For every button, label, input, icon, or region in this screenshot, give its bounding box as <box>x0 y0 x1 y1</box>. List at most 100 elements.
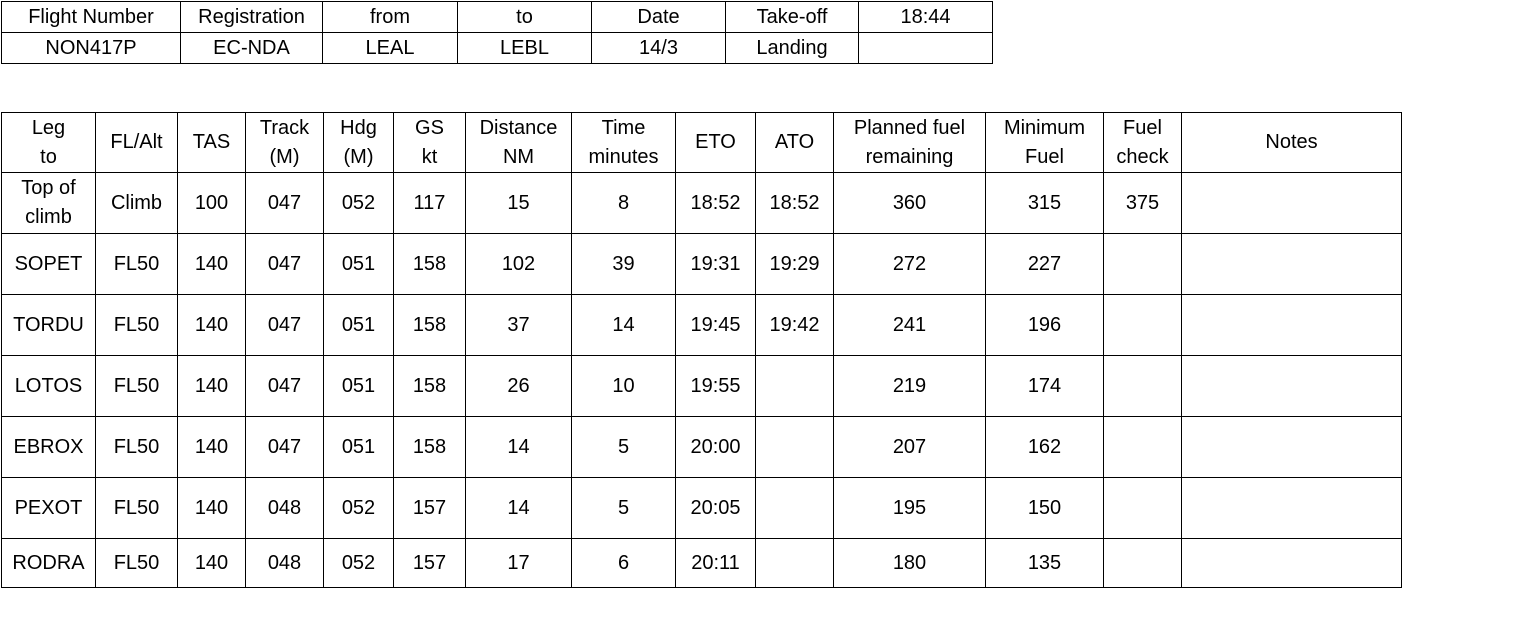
landing-time-value[interactable] <box>858 32 993 64</box>
header-gs: GS kt <box>393 112 466 173</box>
gs-cell: 158 <box>393 233 466 295</box>
notes-cell[interactable] <box>1181 233 1402 295</box>
notes-cell[interactable] <box>1181 355 1402 417</box>
track-cell: 048 <box>245 538 324 588</box>
distance-cell: 17 <box>465 538 572 588</box>
header-fl-alt: FL/Alt <box>95 112 178 173</box>
notes-cell[interactable] <box>1181 416 1402 478</box>
minimum-fuel-cell: 135 <box>985 538 1104 588</box>
fuel-check-cell[interactable] <box>1103 233 1182 295</box>
leg-cell: RODRA <box>1 538 96 588</box>
distance-cell: 37 <box>465 294 572 356</box>
nav-log-header-row: Leg to FL/Alt TAS Track (M) Hdg (M) GS kt Di… <box>1 112 1402 173</box>
date-value[interactable]: 14/3 <box>591 32 726 64</box>
fuel-check-cell[interactable]: 375 <box>1103 172 1182 234</box>
eto-cell: 20:05 <box>675 477 756 539</box>
leg-cell: LOTOS <box>1 355 96 417</box>
ato-cell[interactable] <box>755 416 834 478</box>
gs-cell: 157 <box>393 477 466 539</box>
to-value[interactable]: LEBL <box>457 32 592 64</box>
leg-cell: SOPET <box>1 233 96 295</box>
minimum-fuel-cell: 227 <box>985 233 1104 295</box>
planned-fuel-cell: 272 <box>833 233 986 295</box>
distance-cell: 26 <box>465 355 572 417</box>
hdg-cell: 051 <box>323 294 394 356</box>
time-cell: 14 <box>571 294 676 356</box>
tas-cell: 140 <box>177 294 246 356</box>
nav-log-table: Leg to FL/Alt TAS Track (M) Hdg (M) GS kt Di… <box>1 112 1402 588</box>
ato-cell[interactable] <box>755 538 834 588</box>
tas-cell: 140 <box>177 355 246 417</box>
hdg-cell: 052 <box>323 172 394 234</box>
tas-cell: 140 <box>177 477 246 539</box>
ato-cell[interactable]: 19:42 <box>755 294 834 356</box>
nav-log-row: Top of climb Climb 100 047 052 117 15 8 18:52 18:5… <box>1 172 1402 234</box>
notes-cell[interactable] <box>1181 294 1402 356</box>
fl-alt-cell: Climb <box>95 172 178 234</box>
nav-log-row: TORDU FL50 140 047 051 158 37 14 19:45 19:42 241 19… <box>1 294 1402 356</box>
distance-cell: 15 <box>465 172 572 234</box>
header-time: Time minutes <box>571 112 676 173</box>
tas-cell: 140 <box>177 416 246 478</box>
planned-fuel-cell: 207 <box>833 416 986 478</box>
hdg-cell: 051 <box>323 355 394 417</box>
fl-alt-cell: FL50 <box>95 538 178 588</box>
notes-cell[interactable] <box>1181 538 1402 588</box>
ato-cell[interactable] <box>755 355 834 417</box>
distance-cell: 102 <box>465 233 572 295</box>
fl-alt-cell: FL50 <box>95 477 178 539</box>
takeoff-label: Take-off <box>725 1 859 33</box>
flight-info-row-labels: Flight Number Registration from to Date … <box>1 1 993 33</box>
gs-cell: 158 <box>393 416 466 478</box>
takeoff-time-value[interactable]: 18:44 <box>858 1 993 33</box>
track-cell: 047 <box>245 416 324 478</box>
fuel-check-cell[interactable] <box>1103 477 1182 539</box>
fuel-check-cell[interactable] <box>1103 416 1182 478</box>
minimum-fuel-cell: 315 <box>985 172 1104 234</box>
header-notes: Notes <box>1181 112 1402 173</box>
flight-number-value[interactable]: NON417P <box>1 32 181 64</box>
planned-fuel-cell: 360 <box>833 172 986 234</box>
header-ato: ATO <box>755 112 834 173</box>
eto-cell: 19:55 <box>675 355 756 417</box>
nav-log-row: EBROX FL50 140 047 051 158 14 5 20:00 207 162 <box>1 416 1402 478</box>
leg-cell: PEXOT <box>1 477 96 539</box>
registration-value[interactable]: EC-NDA <box>180 32 323 64</box>
header-tas: TAS <box>177 112 246 173</box>
gs-cell: 157 <box>393 538 466 588</box>
nav-log-row: LOTOS FL50 140 047 051 158 26 10 19:55 219 174 <box>1 355 1402 417</box>
header-hdg: Hdg (M) <box>323 112 394 173</box>
fl-alt-cell: FL50 <box>95 294 178 356</box>
notes-cell[interactable] <box>1181 477 1402 539</box>
fuel-check-cell[interactable] <box>1103 538 1182 588</box>
fuel-check-cell[interactable] <box>1103 294 1182 356</box>
ato-cell[interactable]: 19:29 <box>755 233 834 295</box>
time-cell: 10 <box>571 355 676 417</box>
fuel-check-cell[interactable] <box>1103 355 1182 417</box>
header-eto: ETO <box>675 112 756 173</box>
from-value[interactable]: LEAL <box>322 32 458 64</box>
ato-cell[interactable] <box>755 477 834 539</box>
header-distance: Distance NM <box>465 112 572 173</box>
time-cell: 5 <box>571 477 676 539</box>
tas-cell: 100 <box>177 172 246 234</box>
time-cell: 8 <box>571 172 676 234</box>
distance-cell: 14 <box>465 416 572 478</box>
header-track: Track (M) <box>245 112 324 173</box>
time-cell: 6 <box>571 538 676 588</box>
fl-alt-cell: FL50 <box>95 233 178 295</box>
flight-info-row-values: NON417P EC-NDA LEAL LEBL 14/3 Landing <box>1 32 993 64</box>
ato-cell[interactable]: 18:52 <box>755 172 834 234</box>
fl-alt-cell: FL50 <box>95 355 178 417</box>
gs-cell: 158 <box>393 294 466 356</box>
hdg-cell: 051 <box>323 233 394 295</box>
tas-cell: 140 <box>177 538 246 588</box>
track-cell: 047 <box>245 233 324 295</box>
gs-cell: 158 <box>393 355 466 417</box>
nav-log-row: RODRA FL50 140 048 052 157 17 6 20:11 180 135 <box>1 538 1402 588</box>
time-cell: 39 <box>571 233 676 295</box>
track-cell: 048 <box>245 477 324 539</box>
notes-cell[interactable] <box>1181 172 1402 234</box>
gs-cell: 117 <box>393 172 466 234</box>
track-cell: 047 <box>245 294 324 356</box>
